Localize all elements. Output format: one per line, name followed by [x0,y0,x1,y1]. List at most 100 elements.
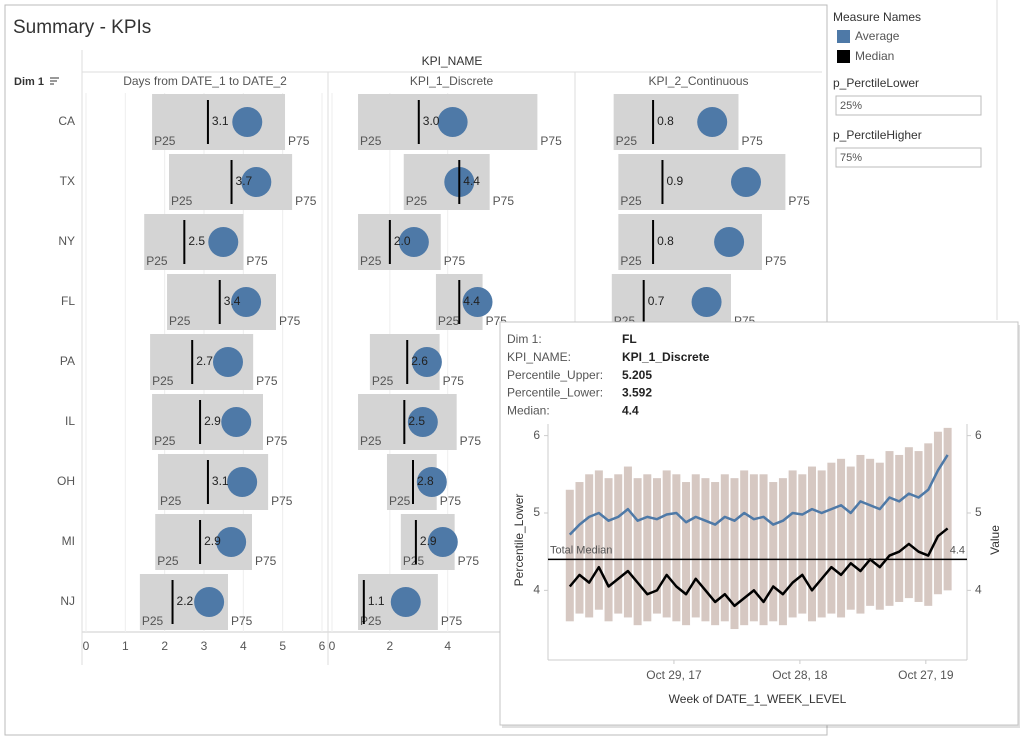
parameter-label: p_PerctileHigher [833,128,922,142]
p25-label: P25 [360,254,382,268]
median-label: 2.9 [420,534,437,548]
percentile-bar [875,462,884,610]
row-label: IL [65,414,75,428]
y-axis-title: Percentile_Lower [512,494,526,587]
percentile-bar [740,470,749,626]
p75-label: P75 [440,494,462,508]
series-line [568,454,949,536]
panel-header: Days from DATE_1 to DATE_2 [123,74,287,88]
median-label: 0.9 [666,174,683,188]
percentile-bar [856,454,865,614]
percentile-bar [623,466,632,618]
percentile-bar [895,454,904,602]
tooltip-field-label: Dim 1: [507,332,542,346]
parameter-input[interactable] [835,95,982,116]
median-label: 0.8 [657,234,674,248]
average-dot [194,587,225,617]
p75-label: P75 [444,254,466,268]
y-tick-label: 5 [533,505,540,519]
p25-label: P25 [360,134,382,148]
percentile-bar [827,462,836,614]
average-dot [231,287,262,317]
percentile-bar [565,489,574,622]
median-label: 3.4 [224,294,241,308]
percentile-bar [904,447,913,599]
x-tick-label: 0 [329,639,336,653]
percentile-bar [837,458,846,618]
p75-label: P75 [458,554,480,568]
percentile-bar [885,451,894,606]
tooltip-field-value: 5.205 [622,368,652,382]
parameter-value[interactable]: 75% [840,152,862,164]
percentile-bar [807,466,816,622]
p25-label: P25 [620,194,642,208]
percentile-bar [662,470,671,618]
tooltip-field-label: KPI_NAME: [507,350,571,364]
median-label: 3.1 [212,474,229,488]
parameter-input[interactable] [835,147,982,168]
average-dot [730,167,761,197]
median-label: 2.6 [411,354,428,368]
p75-label: P75 [493,194,515,208]
x-tick-label: 5 [279,639,286,653]
median-label: 3.1 [212,114,229,128]
p75-label: P75 [246,254,268,268]
average-dot [241,167,272,197]
percentile-bar [691,474,700,618]
p75-label: P75 [288,134,310,148]
p25-label: P25 [403,554,425,568]
p75-label: P75 [256,374,278,388]
row-label: CA [58,114,75,128]
parameter-value[interactable]: 25% [840,100,862,112]
x-tick-label: 0 [83,639,90,653]
percentile-bar [682,482,691,626]
median-label: 3.0 [423,114,440,128]
panel-header: KPI_1_Discrete [410,74,494,88]
legend-swatch [837,30,850,43]
tooltip-field-value: 4.4 [622,403,639,417]
sort-icon[interactable] [50,77,59,85]
x-tick-label: 2 [161,639,168,653]
average-dot [427,527,458,557]
percentile-bar [866,458,875,606]
percentile-bar [914,451,923,602]
percentile-bar [614,474,623,614]
p25-label: P25 [620,254,642,268]
average-dot [390,587,421,617]
percentile-bar [575,482,584,614]
p25-label: P25 [157,554,179,568]
median-label: 3.7 [236,174,253,188]
percentile-bar [652,478,661,614]
percentile-bar [749,474,758,622]
p25-label: P25 [360,434,382,448]
average-dot [416,467,447,497]
percentile-bar [720,474,729,622]
percentile-bar [730,478,739,630]
percentile-bar [711,482,720,626]
percentile-bar [701,478,710,622]
x-tick-label: 4 [444,639,451,653]
average-dot [208,227,239,257]
legend-swatch [837,50,850,63]
average-dot [227,467,258,497]
y-tick-label: 6 [533,428,540,442]
p25-label: P25 [171,194,193,208]
percentile-bar [604,478,613,622]
median-label: 2.8 [417,474,434,488]
p25-label: P25 [406,194,428,208]
legend-label[interactable]: Median [855,49,894,63]
row-label: TX [60,174,75,188]
median-label: 2.2 [177,594,194,608]
median-label: 2.7 [196,354,213,368]
average-dot [714,227,745,257]
percentile-bar [798,474,807,614]
row-label: OH [57,474,75,488]
median-label: 2.9 [204,534,221,548]
p25-label: P25 [360,614,382,628]
y-tick-label: 4 [533,583,540,597]
y2-tick-label: 5 [975,505,982,519]
percentile-bar [846,466,855,610]
legend-label[interactable]: Average [855,29,900,43]
median-label: 2.0 [394,234,411,248]
p75-label: P75 [788,194,810,208]
